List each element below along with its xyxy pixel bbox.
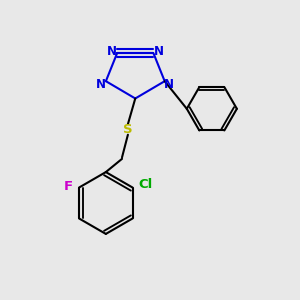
- Text: N: N: [154, 45, 164, 58]
- Text: S: S: [123, 123, 133, 136]
- Text: Cl: Cl: [139, 178, 153, 191]
- Text: F: F: [64, 180, 73, 193]
- Text: N: N: [96, 78, 106, 91]
- Text: N: N: [107, 45, 117, 58]
- Text: N: N: [164, 78, 174, 91]
